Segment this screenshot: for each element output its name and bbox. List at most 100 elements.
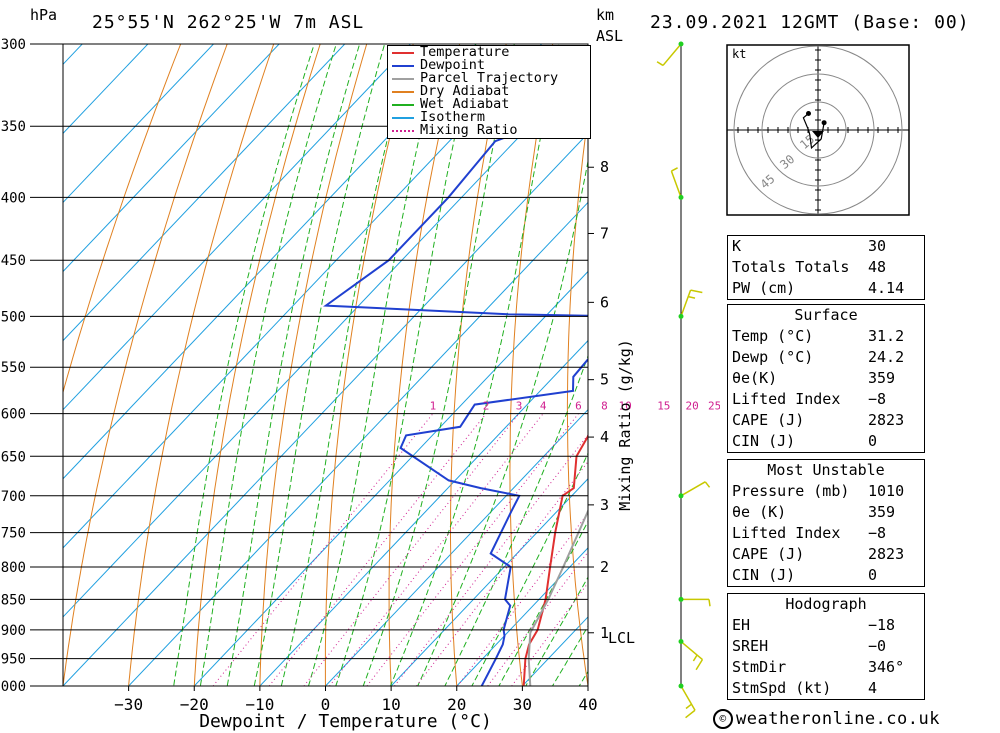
dry-adiabat-line: [677, 7, 720, 712]
series-temperature-line: [522, 432, 588, 686]
index-row: StmDir 346°: [728, 657, 925, 678]
wet-adiabat-line: [471, 452, 588, 686]
km-tick-label: 5: [600, 371, 609, 389]
hodograph-point: [806, 111, 811, 116]
index-value: 48: [868, 258, 887, 276]
hodograph-trace: [802, 113, 825, 150]
index-value: 4.14: [868, 279, 905, 297]
isotherm-line: [63, 132, 588, 686]
wind-barb-feather: [690, 289, 703, 294]
plot-frame: [62, 43, 589, 687]
isotherm-line: [324, 408, 588, 686]
surface-title: Surface: [794, 306, 858, 324]
index-label: Lifted Index: [732, 390, 841, 408]
mixing-ratio-line: [416, 460, 588, 686]
wind-barb: [680, 640, 703, 661]
index-row: Totals Totals 48: [728, 257, 925, 278]
storm-motion-marker: [812, 131, 824, 138]
index-row: EH −18: [728, 615, 925, 636]
legend-item: Dewpoint: [388, 57, 590, 73]
isotherm-line: [390, 478, 588, 686]
index-label: CIN (J): [732, 566, 796, 584]
isotherm-line: [259, 339, 588, 686]
indices-most-unstable-table: Most Unstable Pressure (mb) 1010 θe (K) 359…: [727, 459, 925, 587]
index-value: 2823: [868, 411, 905, 429]
index-value: 359: [868, 369, 896, 387]
wet-adiabat-line: [444, 354, 588, 686]
mixing-ratio-tick-label: 1: [430, 400, 437, 413]
index-value: 346°: [868, 658, 905, 676]
index-row: K 30: [728, 236, 925, 258]
index-label: Temp (°C): [732, 327, 814, 345]
index-label: CAPE (J): [732, 411, 805, 429]
pressure-tick-label: 700: [1, 489, 26, 505]
lcl-label: LCL: [608, 629, 635, 647]
pressure-tick-label: 750: [1, 526, 26, 542]
legend-label: Dewpoint: [420, 57, 486, 73]
hodograph-point: [821, 120, 827, 126]
wet-adiabat-line: [307, 44, 443, 686]
indices-general-table: K 30 Totals Totals 48 PW (cm) 4.14: [727, 235, 925, 300]
pressure-tick-label: 300: [1, 37, 26, 53]
km-unit-label: km: [596, 6, 615, 24]
hodograph-unit-label: kt: [732, 47, 746, 61]
mixing-ratio-tick-label: 4: [540, 400, 547, 413]
index-value: 0: [868, 432, 878, 450]
dry-adiabat-line: [509, 44, 554, 686]
legend-label: Mixing Ratio: [420, 122, 518, 138]
wind-barb: [680, 289, 692, 317]
pressure-tick-label: 600: [1, 407, 26, 423]
index-label: StmSpd (kt): [732, 679, 832, 697]
dry-adiabat-line: [128, 44, 275, 686]
pressure-tick-label: 900: [1, 623, 26, 639]
wind-level-dot: [678, 313, 684, 319]
wind-barb: [680, 481, 706, 497]
dry-adiabat-line: [63, 44, 182, 395]
index-value: −8: [868, 390, 887, 408]
wind-barb-feather: [656, 61, 664, 67]
mixing-ratio-tick-label: 10: [618, 400, 631, 413]
temp-tick-label: 20: [447, 695, 466, 714]
temp-tick-label: −20: [180, 695, 209, 714]
dry-adiabat-line: [63, 44, 228, 686]
index-label: EH: [732, 616, 751, 634]
pressure-tick-label: 800: [1, 560, 26, 576]
legend-item: Parcel Trajectory: [388, 71, 590, 85]
wind-barb-feather: [692, 654, 698, 662]
indices-hodograph-table: Hodograph EH −18 SREH −0 StmDir 346° StmSpd (k…: [727, 593, 925, 700]
mixing-ratio-tick-label: 8: [601, 400, 608, 413]
temp-tick-label: 30: [513, 695, 532, 714]
index-row: CAPE (J) 2823: [728, 410, 925, 431]
mixing-ratio-tick-label: 25: [708, 400, 720, 413]
mixing-ratio-line: [394, 434, 588, 686]
isotherm-line: [63, 44, 215, 204]
dry-adiabat-line: [193, 44, 321, 686]
index-label: CAPE (J): [732, 545, 805, 563]
index-row: Lifted Index −8: [728, 389, 925, 410]
index-label: θe (K): [732, 503, 787, 521]
index-row: SREH −0: [728, 636, 925, 657]
mixing-ratio-tick-label: 6: [575, 400, 582, 413]
index-value: 1010: [868, 482, 905, 500]
index-value: 4: [868, 679, 878, 697]
index-value: −0: [868, 637, 887, 655]
wind-level-dot: [678, 493, 684, 499]
wind-barb-feather: [704, 481, 711, 488]
wind-level-dot: [678, 596, 684, 602]
km-tick-label: 4: [600, 428, 609, 446]
isotherm-line: [456, 547, 588, 686]
wind-level-dot: [678, 683, 684, 689]
index-label: StmDir: [732, 658, 787, 676]
isotherm-line: [63, 44, 280, 273]
index-row: θe(K) 359: [728, 368, 925, 389]
legend-swatch: [392, 104, 414, 106]
index-row: PW (cm) 4.14: [728, 278, 925, 300]
index-row: CAPE (J) 2823: [728, 544, 925, 565]
wind-barb: [662, 43, 682, 66]
index-row: CIN (J) 0: [728, 565, 925, 587]
index-row: StmSpd (kt) 4: [728, 678, 925, 700]
legend-label: Dry Adiabat: [420, 83, 510, 99]
wind-barb-feather: [695, 659, 704, 671]
wind-barb-feather: [685, 709, 696, 719]
